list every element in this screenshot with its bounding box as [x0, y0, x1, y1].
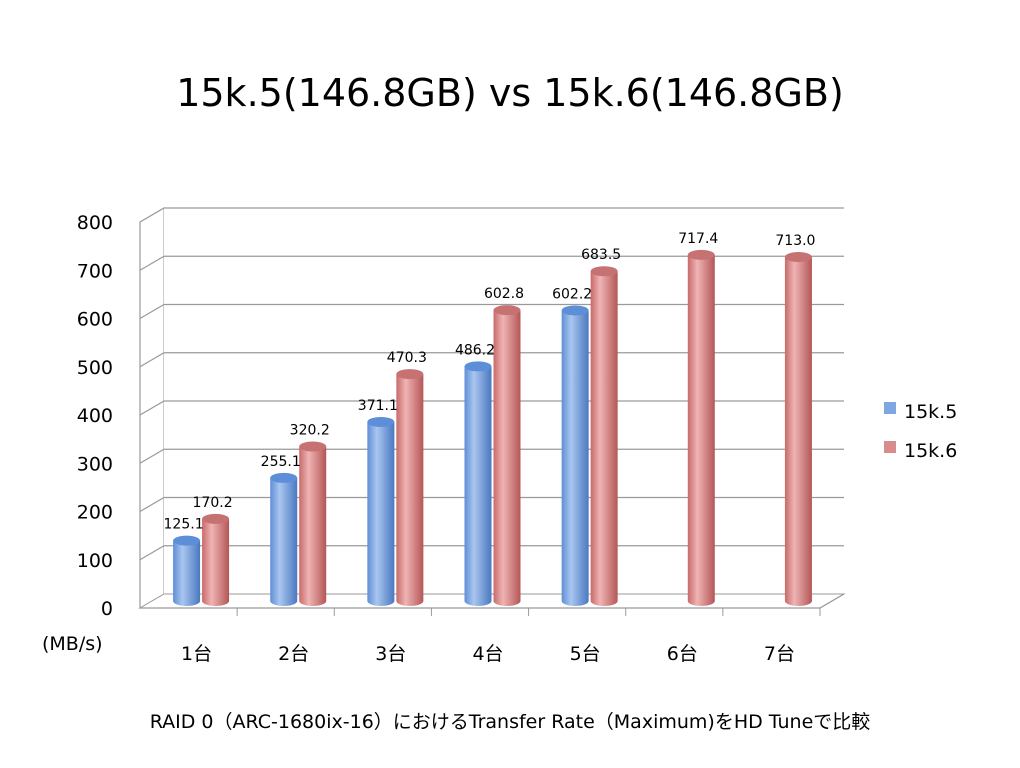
bar-body [173, 540, 201, 606]
bar-body [493, 310, 521, 606]
y-tick-label: 800 [77, 212, 113, 234]
floor [138, 593, 846, 609]
bar [464, 361, 492, 606]
y-tick-label: 400 [77, 405, 113, 427]
bar [202, 513, 230, 606]
bar-body [270, 477, 298, 606]
data-label: 255.1 [261, 454, 301, 470]
bar-body [784, 256, 812, 606]
data-label: 602.2 [552, 286, 592, 302]
bar [396, 369, 424, 606]
y-tick-label: 0 [101, 598, 113, 620]
bar-body [464, 366, 492, 606]
legend-entry: 15k.5 [904, 401, 957, 423]
bar-body [202, 518, 230, 606]
y-axis-label: (MB/s) [42, 633, 103, 655]
bar-body [590, 271, 618, 606]
bar [367, 416, 395, 606]
data-label: 125.1 [164, 517, 204, 533]
bar-body [687, 254, 715, 607]
y-tick-label: 500 [77, 357, 113, 379]
bar-body [561, 310, 589, 606]
data-label: 602.8 [484, 286, 524, 302]
bar-top [270, 472, 298, 483]
legend-swatch [884, 402, 896, 414]
x-axis-depth [819, 593, 845, 609]
data-label: 320.2 [290, 423, 330, 439]
bar-top [202, 513, 230, 524]
data-label: 371.1 [358, 398, 398, 414]
bar-top [173, 535, 201, 546]
data-label: 683.5 [581, 247, 621, 263]
bar [173, 535, 201, 606]
bar-top [590, 266, 618, 277]
legend-entry: 15k.6 [904, 440, 957, 462]
bar-top [561, 305, 589, 316]
gridline [139, 207, 844, 223]
bar [270, 472, 298, 606]
bar-top [464, 361, 492, 372]
bar [299, 441, 327, 606]
y-tick-label: 100 [77, 550, 113, 572]
legend-swatch [884, 441, 896, 453]
x-tick-label: 4台 [472, 643, 503, 665]
bar [687, 249, 715, 607]
bar-top [299, 441, 327, 452]
x-tick-label: 3台 [375, 643, 406, 665]
data-label: 713.0 [775, 233, 815, 249]
bar [784, 251, 812, 606]
x-tick-label: 6台 [667, 643, 698, 665]
bar-top [493, 305, 521, 316]
x-tick-label: 2台 [278, 643, 309, 665]
x-tick-label: 7台 [764, 643, 795, 665]
data-label: 470.3 [387, 350, 427, 366]
y-tick-label: 200 [77, 502, 113, 524]
data-label: 486.2 [455, 342, 495, 358]
gridline [139, 255, 844, 271]
chart-title: 15k.5(146.8GB) vs 15k.6(146.8GB) [176, 71, 844, 115]
bar [590, 266, 618, 606]
x-tick-label: 1台 [181, 643, 212, 665]
chart-caption: RAID 0（ARC-1680ix-16）におけるTransfer Rate（M… [149, 711, 871, 733]
data-label: 717.4 [678, 231, 718, 247]
bar [561, 305, 589, 606]
bar-top [784, 251, 812, 262]
data-label: 170.2 [193, 495, 233, 511]
bar-top [687, 249, 715, 260]
bar-body [396, 374, 424, 606]
x-tick-label: 5台 [570, 643, 601, 665]
bar [493, 305, 521, 606]
bar-body [299, 446, 327, 606]
y-tick-label: 300 [77, 453, 113, 475]
y-tick-label: 700 [77, 260, 113, 282]
y-tick-label: 600 [77, 309, 113, 331]
bar-top [367, 416, 395, 427]
bar-body [367, 421, 395, 606]
bar-top [396, 369, 424, 380]
